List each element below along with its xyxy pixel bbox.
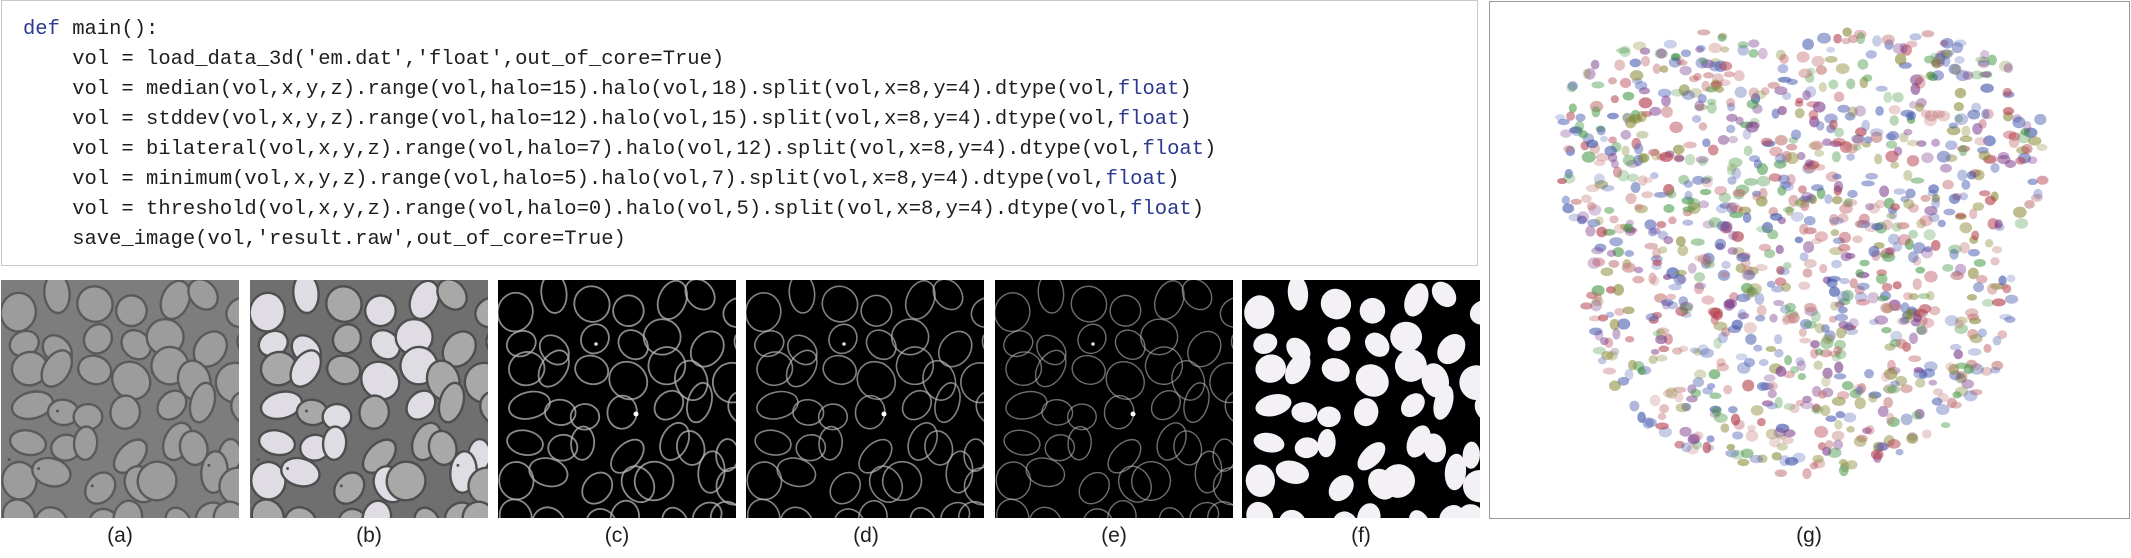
panel-f-threshold-image — [1242, 280, 1480, 518]
panel-e-minimum-image — [995, 280, 1233, 518]
caption-e: (e) — [1084, 524, 1144, 548]
caption-a: (a) — [90, 524, 150, 548]
code-line-3: vol = median(vol,x,y,z).range(vol,halo=1… — [23, 75, 1192, 105]
code-line-8: save_image(vol,'result.raw',out_of_core=… — [23, 225, 626, 255]
caption-c: (c) — [587, 524, 647, 548]
code-line-1: def main(): — [23, 15, 158, 45]
code-line-1-text: main(): — [60, 18, 158, 41]
caption-g: (g) — [1779, 524, 1839, 548]
code-line-6-text: vol = minimum(vol,x,y,z).range(vol,halo=… — [23, 168, 1106, 191]
code-line-4-text: vol = stddev(vol,x,y,z).range(vol,halo=1… — [23, 108, 1118, 131]
code-line-6: vol = minimum(vol,x,y,z).range(vol,halo=… — [23, 165, 1179, 195]
code-line-4: vol = stddev(vol,x,y,z).range(vol,halo=1… — [23, 105, 1192, 135]
code-type-float: float — [1118, 108, 1180, 131]
code-type-float: float — [1142, 138, 1204, 161]
panel-b-median-filtered-image — [250, 280, 488, 518]
panel-g-volume-render — [1489, 1, 2130, 519]
code-type-float: float — [1118, 78, 1180, 101]
panel-c-stddev-image — [498, 280, 736, 518]
code-line-3-text: vol = median(vol,x,y,z).range(vol,halo=1… — [23, 78, 1118, 101]
code-line-2: vol = load_data_3d('em.dat','float',out_… — [23, 45, 724, 75]
code-line-5: vol = bilateral(vol,x,y,z).range(vol,hal… — [23, 135, 1216, 165]
code-type-float: float — [1106, 168, 1168, 191]
panel-a-raw-em-image — [1, 280, 239, 518]
code-type-float: float — [1130, 198, 1192, 221]
caption-f: (f) — [1331, 524, 1391, 548]
code-line-7-text: vol = threshold(vol,x,y,z).range(vol,hal… — [23, 198, 1130, 221]
code-line-5-text: vol = bilateral(vol,x,y,z).range(vol,hal… — [23, 138, 1142, 161]
panel-d-bilateral-image — [746, 280, 984, 518]
code-line-7: vol = threshold(vol,x,y,z).range(vol,hal… — [23, 195, 1204, 225]
code-keyword-def: def — [23, 18, 60, 41]
caption-d: (d) — [836, 524, 896, 548]
caption-b: (b) — [339, 524, 399, 548]
code-listing: def main(): vol = load_data_3d('em.dat',… — [1, 0, 1478, 266]
